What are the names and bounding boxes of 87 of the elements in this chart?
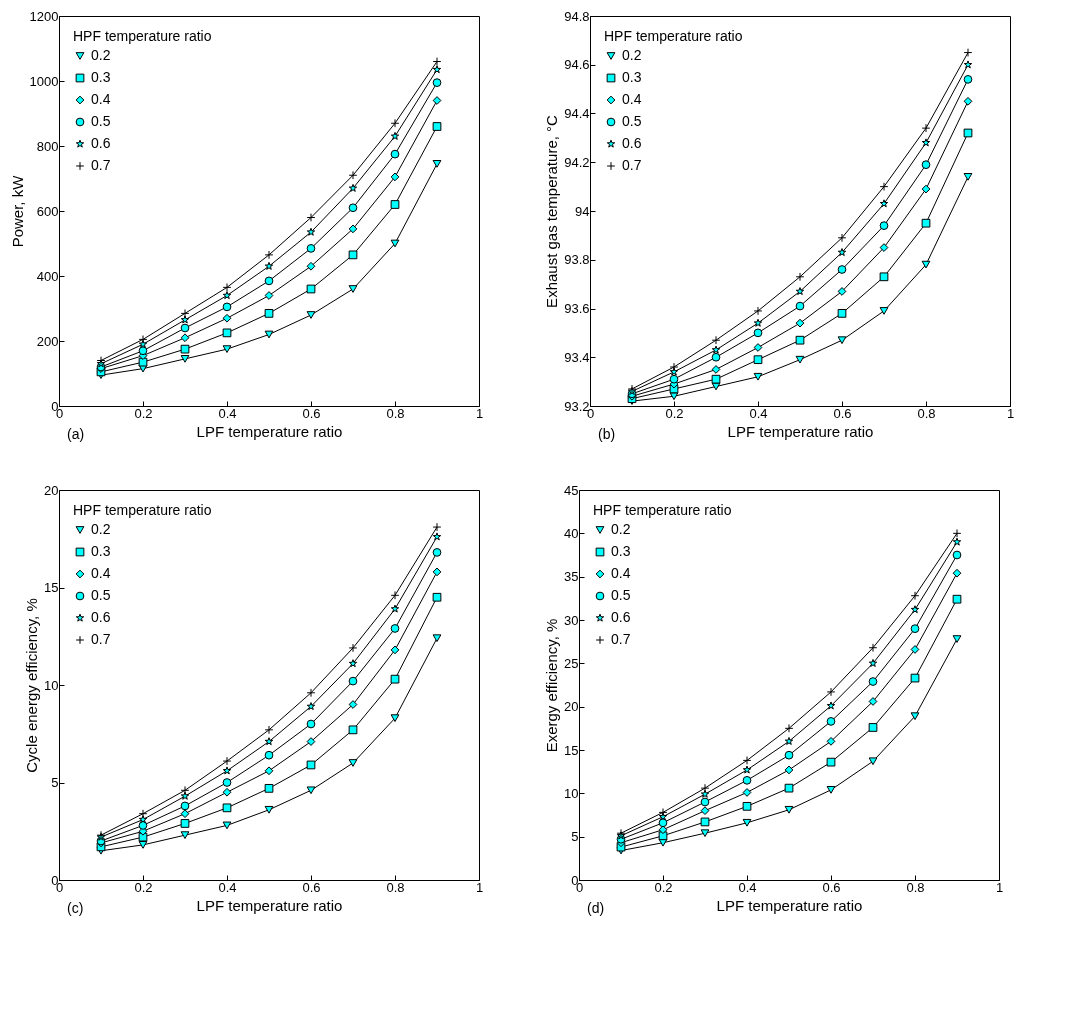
legend-title: HPF temperature ratio [73, 28, 212, 44]
x-axis-title: LPF temperature ratio [196, 896, 343, 914]
legend-label: 0.4 [611, 565, 631, 581]
x-tick-label: 0.2 [654, 879, 673, 895]
y-tick-label: 600 [36, 203, 59, 219]
x-tick-label: 0.8 [917, 405, 936, 421]
y-tick-label: 94.8 [564, 8, 590, 24]
legend-label: 0.3 [611, 543, 631, 559]
legend-label: 0.5 [611, 587, 631, 603]
legend-label: 0.7 [91, 157, 111, 173]
legend-label: 0.7 [611, 631, 631, 647]
legend-label: 0.6 [622, 135, 642, 151]
text: (c) [67, 900, 84, 916]
text: (a) [67, 426, 85, 442]
y-tick-label: 1200 [29, 8, 59, 24]
y-tick-label: 94 [575, 203, 590, 219]
legend-label: 0.2 [622, 47, 642, 63]
x-tick-label: 0.4 [218, 405, 237, 421]
legend-title: HPF temperature ratio [73, 502, 212, 518]
x-tick-label: 1 [1006, 405, 1015, 421]
x-axis-title: LPF temperature ratio [727, 422, 874, 440]
y-axis-title: Cycle energy efficiency, % [23, 598, 41, 773]
legend-label: 0.7 [622, 157, 642, 173]
legend-label: 0.3 [91, 543, 111, 559]
x-tick-label: 0.6 [302, 405, 321, 421]
y-axis-title: Power, kW [8, 174, 26, 248]
y-tick-label: 35 [564, 569, 579, 585]
x-tick-label: 0.8 [386, 405, 405, 421]
x-tick-label: 1 [995, 879, 1004, 895]
y-tick-label: 40 [564, 525, 579, 541]
x-axis-title: LPF temperature ratio [716, 896, 863, 914]
y-tick-label: 25 [564, 655, 579, 671]
legend-label: 0.6 [91, 135, 111, 151]
x-tick-label: 0.4 [738, 879, 757, 895]
legend-label: 0.7 [91, 631, 111, 647]
y-tick-label: 94.4 [564, 106, 590, 121]
y-tick-label: 10 [564, 785, 579, 801]
x-axis-title: LPF temperature ratio [196, 422, 343, 440]
legend-label: 0.5 [622, 113, 642, 129]
legend-label: 0.6 [611, 609, 631, 625]
y-tick-label: 94.6 [564, 57, 590, 73]
y-axis-title: Exhaust gas temperature, °C [543, 114, 561, 308]
y-tick-label: 20 [44, 482, 59, 498]
x-tick-label: 1 [475, 879, 484, 895]
y-tick-label: 30 [564, 612, 579, 628]
legend-label: 0.4 [622, 91, 642, 107]
x-tick-label: 1 [475, 405, 484, 421]
x-tick-label: 0.4 [749, 405, 768, 421]
x-tick-label: 0.6 [302, 879, 321, 895]
x-tick-label: 0.2 [665, 405, 684, 421]
legend-label: 0.4 [91, 91, 111, 107]
y-tick-label: 200 [36, 333, 59, 349]
y-tick-label: 15 [564, 742, 579, 758]
y-tick-label: 400 [36, 268, 59, 284]
text: (b) [598, 426, 616, 442]
legend-title: HPF temperature ratio [593, 502, 732, 518]
y-tick-label: 800 [36, 138, 59, 154]
x-tick-label: 0.6 [833, 405, 852, 421]
x-tick-label: 0.8 [386, 879, 405, 895]
y-tick-label: 5 [51, 775, 59, 790]
x-tick-label: 0.2 [134, 405, 153, 421]
y-tick-label: 93.6 [564, 301, 590, 316]
legend-label: 0.6 [91, 609, 111, 625]
legend-label: 0.2 [611, 521, 631, 537]
y-tick-label: 93.4 [564, 349, 590, 365]
legend-label: 0.5 [91, 587, 111, 603]
y-tick-label: 15 [44, 580, 59, 595]
y-tick-label: 93.8 [564, 252, 590, 268]
legend-label: 0.5 [91, 113, 111, 129]
text: (d) [587, 900, 605, 916]
legend-label: 0.3 [622, 69, 642, 85]
y-tick-label: 45 [564, 482, 579, 498]
legend-label: 0.3 [91, 69, 111, 85]
y-tick-label: 20 [564, 699, 579, 715]
legend-label: 0.2 [91, 521, 111, 537]
legend-label: 0.2 [91, 47, 111, 63]
y-tick-label: 5 [571, 829, 579, 845]
x-tick-label: 0.2 [134, 879, 153, 895]
x-tick-label: 0.8 [906, 879, 925, 895]
x-tick-label: 0.6 [822, 879, 841, 895]
legend-title: HPF temperature ratio [604, 28, 743, 44]
legend-label: 0.4 [91, 565, 111, 581]
y-tick-label: 94.2 [564, 154, 590, 170]
y-tick-label: 10 [44, 677, 59, 693]
y-axis-title: Exergy efficiency, % [543, 618, 561, 753]
x-tick-label: 0.4 [218, 879, 237, 895]
y-tick-label: 1000 [29, 73, 59, 89]
